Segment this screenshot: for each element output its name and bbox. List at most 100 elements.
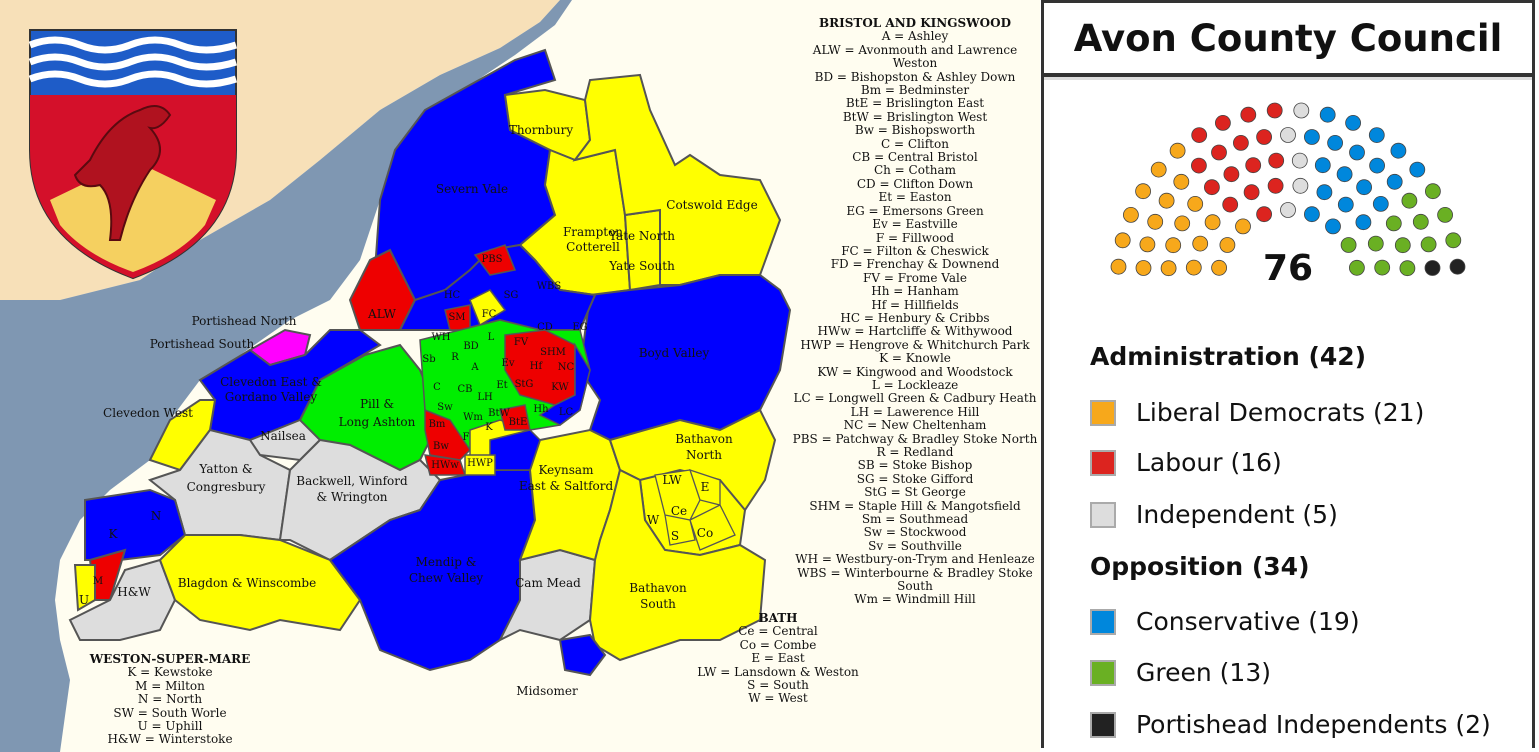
bristol-key-line: R = Redland (876, 445, 954, 459)
label-l: L (488, 332, 495, 343)
label-weston-n: N (151, 509, 162, 523)
legend-green: Green (13) (1090, 658, 1271, 687)
seat-labour (1190, 157, 1207, 174)
label-frampton: Frampton (563, 225, 623, 239)
label-knowle: K (485, 422, 493, 433)
seat-libdem (1165, 237, 1182, 254)
arms-waves (28, 36, 238, 88)
bristol-key-line: BtE = Brislington East (845, 96, 985, 111)
administration-heading: Administration (42) (1090, 342, 1367, 371)
region-bathavon-south (588, 468, 767, 662)
seat-labour (1223, 166, 1240, 183)
label-mendip: Mendip & (416, 555, 477, 569)
seat-conservative (1327, 135, 1344, 151)
seat-conservative (1355, 214, 1372, 231)
seat-labour (1266, 102, 1283, 119)
coat-of-arms (28, 29, 238, 280)
label-kw: KW (551, 382, 569, 393)
label-saltford: East & Saltford (519, 479, 614, 493)
seat-libdem (1174, 215, 1191, 232)
weston-key-line: SW = South Worle (113, 705, 227, 720)
weston-key-lines: K = Kewstoke M = Milton N = North SW = Sout… (80, 665, 260, 746)
seat-labour (1267, 177, 1284, 194)
label-stg: StG (515, 379, 534, 390)
label-bath-s: S (671, 529, 679, 543)
seat-green (1445, 232, 1462, 249)
bristol-key-line: Et = Easton (878, 190, 952, 205)
label-fv: FV (514, 337, 529, 348)
label-bathavon-south: Bathavon (629, 581, 687, 595)
seat-portishead_ind (1424, 260, 1441, 276)
bristol-key-line: Sm = Southmead (861, 512, 969, 527)
libdem-swatch (1090, 399, 1116, 426)
bath-key-lines: Ce = Central Co = Combe E = East LW = Lansd… (690, 624, 866, 706)
bristol-key-line: StG = St George (864, 485, 966, 500)
bristol-key-line: BD = Bishopston & Ashley Down (814, 69, 1016, 84)
seat-labour (1222, 196, 1239, 213)
seat-libdem (1204, 214, 1221, 231)
bristol-key-line: Hh = Hanham (871, 284, 959, 299)
weston-key-line: U = Uphill (137, 719, 203, 734)
label-et: Et (496, 380, 507, 391)
label-keynsham: Keynsam (539, 463, 595, 477)
label-sg: SG (504, 290, 519, 301)
label-portishead-south: Portishead South (150, 337, 255, 351)
seat-green (1374, 259, 1391, 276)
label-congresbury: Congresbury (187, 480, 266, 494)
label-alw: ALW (367, 307, 397, 321)
seat-conservative (1409, 161, 1426, 178)
seat-labour (1243, 184, 1260, 201)
bath-key-line: LW = Lansdown & Weston (697, 664, 859, 679)
seat-libdem (1150, 161, 1167, 178)
bristol-key-line: NC = New Cheltenham (843, 418, 987, 433)
seat-libdem (1219, 237, 1236, 253)
seat-conservative (1314, 157, 1331, 174)
region-boyd-valley (578, 274, 792, 442)
seat-libdem (1114, 232, 1131, 249)
label-nc: NC (558, 362, 575, 373)
bristol-key-line: Ch = Cotham (873, 163, 957, 178)
label-bath-lw: LW (662, 473, 682, 487)
seat-conservative (1349, 144, 1365, 161)
opposition-heading: Opposition (34) (1090, 552, 1310, 581)
bristol-key-lines: A = Ashley ALW = Avonmouth and Lawrence W… (790, 29, 1040, 606)
bristol-key-line: WH = Westbury-on-Trym and Henleaze (795, 552, 1035, 567)
bristol-key-line: KW = Kingwood and Woodstock (817, 364, 1013, 379)
seat-green (1424, 183, 1441, 200)
legend-panel: Avon County Council 76 Administration (4… (1041, 0, 1535, 748)
bristol-key-line: Hf = Hillfields (871, 297, 959, 312)
weston-key-line: K = Kewstoke (127, 665, 213, 680)
portishead-ind-swatch (1090, 711, 1116, 738)
region-blagdon (158, 534, 362, 632)
label-bathavon-north-2: North (686, 448, 722, 462)
label-wrington: & Wrington (316, 490, 387, 504)
bristol-key: BRISTOL AND KINGSWOOD A = Ashley ALW = Av… (790, 16, 1040, 607)
bath-key-line: Ce = Central (738, 624, 818, 639)
bristol-key-line: Sw = Stockwood (863, 525, 967, 540)
label-lc: LC (559, 407, 574, 418)
label-long-ashton: Long Ashton (339, 415, 416, 429)
label-bath-w: W (647, 513, 660, 527)
seat-libdem (1110, 258, 1127, 275)
seat-green (1348, 259, 1365, 276)
label-f: F (463, 432, 470, 443)
weston-key-heading: WESTON-SUPER-MARE (89, 652, 251, 666)
seat-conservative (1337, 196, 1354, 213)
label-fc: FC (482, 309, 497, 320)
seat-green (1367, 235, 1384, 252)
seat-independent (1291, 152, 1308, 169)
label-a: A (470, 362, 479, 373)
bath-key-line: W = West (748, 691, 808, 706)
label-blagdon: Blagdon & Winscombe (178, 576, 316, 590)
bristol-key-line: HWP = Hengrove & Whitchurch Park (800, 337, 1030, 352)
bristol-key-line: K = Knowle (879, 351, 951, 366)
weston-key: WESTON-SUPER-MARE K = Kewstoke M = Milton… (80, 652, 260, 747)
bath-key-line: S = South (747, 678, 809, 693)
seat-conservative (1319, 106, 1336, 123)
bristol-key-line: A = Ashley (881, 29, 949, 44)
label-gordano-valley: Gordano Valley (225, 390, 318, 404)
label-ev: Ev (502, 358, 515, 369)
label-wbs: WBS (537, 281, 562, 292)
bristol-key-line: EG = Emersons Green (846, 203, 984, 218)
seat-labour (1245, 157, 1262, 174)
